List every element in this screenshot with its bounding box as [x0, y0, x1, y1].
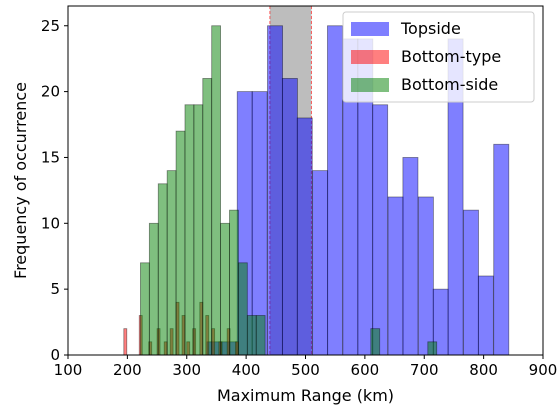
bar-bottom-side-0 — [140, 262, 150, 356]
x-tick-label: 800 — [469, 361, 498, 379]
legend: Topside Bottom-type Bottom-side — [342, 11, 535, 103]
bar-topside-12 — [387, 196, 404, 356]
y-tick-label: 5 — [50, 280, 60, 298]
x-tick-label: 100 — [54, 361, 83, 379]
legend-swatch-bottom-side — [351, 78, 389, 92]
y-tick-label: 10 — [41, 214, 60, 232]
x-tick-label: 900 — [529, 361, 557, 379]
bar-bottom-side-2 — [157, 183, 168, 356]
bar-bottom-side-4 — [175, 130, 186, 356]
x-axis-ticks: 100 200 300 400 500 600 700 800 900 — [54, 355, 557, 379]
x-tick-label: 600 — [351, 361, 380, 379]
y-tick-label: 0 — [50, 346, 60, 364]
legend-swatch-bottom-type — [351, 50, 389, 64]
x-axis-label: Maximum Range (km) — [217, 386, 394, 405]
series-topside — [206, 25, 510, 356]
bar-bottom-side-8 — [211, 25, 221, 356]
y-axis-ticks: 0 5 10 15 20 25 — [41, 17, 68, 364]
x-tick-label: 300 — [172, 361, 201, 379]
bar-topside-4 — [267, 25, 283, 356]
bars-layer — [123, 25, 510, 356]
bar-bottom-side-14 — [370, 328, 381, 356]
bar-topside-6 — [296, 117, 313, 356]
bar-topside-7 — [312, 170, 329, 356]
bar-bottom-side-7 — [202, 78, 213, 356]
bar-topside-14 — [417, 196, 434, 356]
legend-label-bottom-side: Bottom-side — [401, 75, 498, 94]
legend-label-topside: Topside — [400, 19, 461, 38]
bar-bottom-side-12 — [246, 315, 257, 356]
bar-topside-19 — [493, 143, 510, 356]
bar-bottom-side-13 — [255, 315, 266, 356]
x-tick-label: 500 — [291, 361, 320, 379]
bar-topside-11 — [372, 104, 389, 356]
y-tick-label: 20 — [41, 83, 60, 101]
x-tick-label: 700 — [410, 361, 439, 379]
bar-bottom-side-5 — [184, 104, 195, 356]
bar-topside-5 — [281, 78, 298, 356]
bar-bottom-side-9 — [220, 222, 230, 356]
x-tick-label: 400 — [232, 361, 261, 379]
bar-bottom-side-10 — [229, 209, 239, 356]
series-bottom-side — [140, 25, 438, 356]
bar-bottom-side-6 — [193, 104, 204, 356]
legend-box — [342, 11, 535, 103]
legend-label-bottom-type: Bottom-type — [401, 47, 501, 66]
bar-topside-8 — [327, 25, 343, 356]
bar-bottom-side-15 — [427, 341, 438, 356]
y-tick-label: 25 — [41, 17, 60, 35]
y-tick-label: 15 — [41, 148, 60, 166]
x-tick-label: 200 — [113, 361, 142, 379]
bar-topside-17 — [463, 209, 479, 356]
bar-bottom-side-3 — [166, 170, 177, 356]
legend-swatch-topside — [351, 22, 389, 36]
bar-bottom-side-11 — [238, 262, 248, 356]
bar-bottom-side-1 — [148, 222, 159, 356]
bar-bottom-type-0 — [123, 328, 128, 356]
bar-topside-18 — [477, 275, 494, 356]
y-axis-label: Frequency of occurrence — [11, 82, 30, 279]
bar-topside-13 — [402, 157, 419, 356]
